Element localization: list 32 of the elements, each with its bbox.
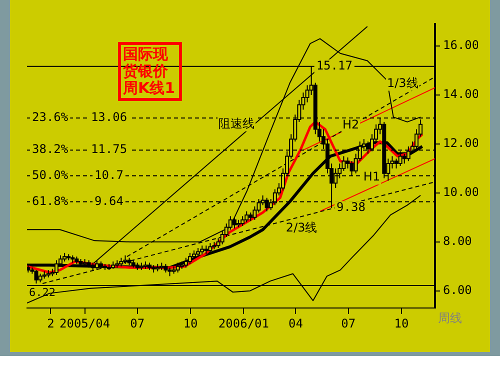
x-tick-label: 2 [47,316,54,330]
annotation: 9.38 [336,200,366,214]
x-tick-label: 07 [341,316,356,330]
series-label: 1/3线 [386,76,418,90]
ref-line-label: 9.64 [94,194,124,208]
y-tick-label: 16.00 [443,38,480,52]
x-tick-label: 07 [130,316,145,330]
annotation: 38.2% [32,142,69,156]
series-label: H2 [342,117,360,132]
annotation: 50.0% [32,168,69,182]
annotation: 15.17 [316,58,352,72]
annotation: 61.8% [32,194,69,208]
x-tick-label: 2006/01 [218,316,270,330]
y-tick-label: 8.00 [443,234,472,248]
annotation: 23.6% [32,110,69,124]
y-tick-label: 6.00 [443,282,472,297]
ref-line-label: 6.22 [29,286,56,299]
x-tick-label: 04 [288,316,303,330]
y-tick-label: 12.00 [443,136,480,150]
y-tick-label: 14.00 [443,87,480,102]
series-label: 阻速线 [218,116,255,131]
x-axis-title: 周线 [438,311,462,326]
x-tick-label: 10 [394,316,409,330]
x-tick-label: 2005/04 [60,316,110,330]
ref-line-label: 11.75 [90,142,128,156]
y-tick-label: 10.00 [443,185,480,200]
ref-line-label: 10.7 [94,168,124,182]
series-label: 2/3线 [286,220,318,235]
ref-line-label: 13.06 [90,110,128,124]
annotation: 国际现货银价周K线1 [118,42,182,101]
series-label: H1 [363,170,380,184]
x-tick-label: 10 [183,316,198,330]
